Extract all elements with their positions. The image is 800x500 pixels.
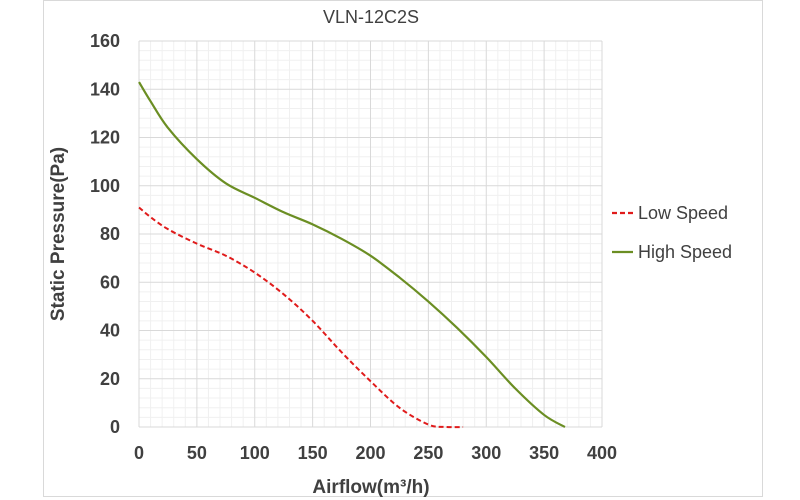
y-axis-label: Static Pressure(Pa): [48, 147, 69, 321]
low-speed-legend-label: Low Speed: [638, 203, 728, 223]
y-tick-label: 20: [100, 369, 120, 389]
series-lines: [138, 81, 566, 429]
x-tick-label: 300: [471, 443, 501, 463]
x-tick-label: 100: [240, 443, 270, 463]
x-tick-label: 250: [413, 443, 443, 463]
x-tick-label: 200: [355, 443, 385, 463]
major-gridlines: [138, 40, 603, 428]
y-tick-label: 80: [100, 224, 120, 244]
x-axis-ticks: 0 50 100 150 200 250 300 350 400: [134, 443, 617, 463]
legend: Low Speed High Speed: [612, 203, 732, 262]
y-tick-label: 100: [90, 176, 120, 196]
high-speed-line: [138, 81, 566, 428]
y-tick-label: 120: [90, 128, 120, 148]
x-tick-label: 0: [134, 443, 144, 463]
x-tick-label: 350: [529, 443, 559, 463]
chart-frame: [43, 0, 763, 497]
x-tick-label: 400: [587, 443, 617, 463]
y-tick-label: 60: [100, 272, 120, 292]
x-tick-label: 50: [187, 443, 207, 463]
y-tick-label: 40: [100, 321, 120, 341]
high-speed-legend-label: High Speed: [638, 242, 732, 262]
y-axis-ticks: 0 20 40 60 80 100 120 140 160: [90, 31, 120, 437]
y-tick-label: 0: [110, 417, 120, 437]
x-axis-label: Airflow(m³/h): [312, 477, 429, 498]
chart-title: VLN-12C2S: [323, 7, 419, 27]
y-tick-label: 140: [90, 79, 120, 99]
low-speed-line: [138, 206, 464, 429]
x-tick-label: 150: [298, 443, 328, 463]
y-tick-label: 160: [90, 31, 120, 51]
